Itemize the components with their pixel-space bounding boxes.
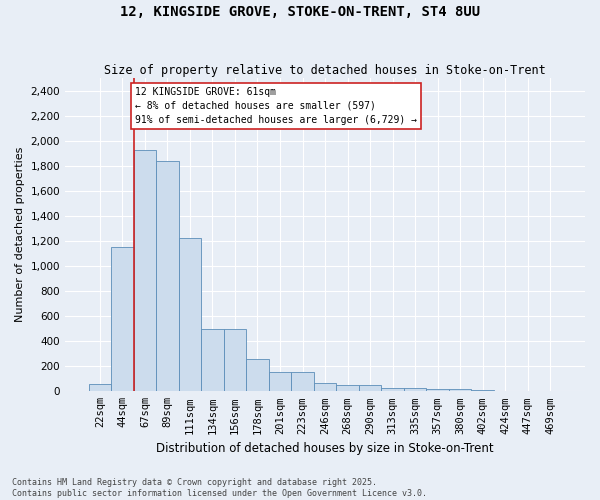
Bar [89, 384, 111, 392]
Bar [449, 389, 472, 392]
Bar [427, 389, 449, 392]
Text: 12 KINGSIDE GROVE: 61sqm
← 8% of detached houses are smaller (597)
91% of semi-d: 12 KINGSIDE GROVE: 61sqm ← 8% of detache… [135, 87, 417, 125]
Bar [336, 385, 359, 392]
Bar [111, 248, 134, 392]
Bar [404, 388, 427, 392]
Bar [359, 385, 381, 392]
Bar [224, 328, 246, 392]
Bar [134, 150, 156, 392]
Bar [381, 388, 404, 392]
Text: Contains HM Land Registry data © Crown copyright and database right 2025.
Contai: Contains HM Land Registry data © Crown c… [12, 478, 427, 498]
Bar [494, 390, 517, 392]
Bar [472, 390, 494, 392]
Bar [179, 238, 201, 392]
Bar [269, 372, 291, 392]
Bar [246, 358, 269, 392]
Bar [314, 382, 336, 392]
X-axis label: Distribution of detached houses by size in Stoke-on-Trent: Distribution of detached houses by size … [156, 442, 494, 455]
Bar [201, 328, 224, 392]
Bar [156, 161, 179, 392]
Text: 12, KINGSIDE GROVE, STOKE-ON-TRENT, ST4 8UU: 12, KINGSIDE GROVE, STOKE-ON-TRENT, ST4 … [120, 5, 480, 19]
Y-axis label: Number of detached properties: Number of detached properties [15, 147, 25, 322]
Title: Size of property relative to detached houses in Stoke-on-Trent: Size of property relative to detached ho… [104, 64, 546, 77]
Bar [291, 372, 314, 392]
